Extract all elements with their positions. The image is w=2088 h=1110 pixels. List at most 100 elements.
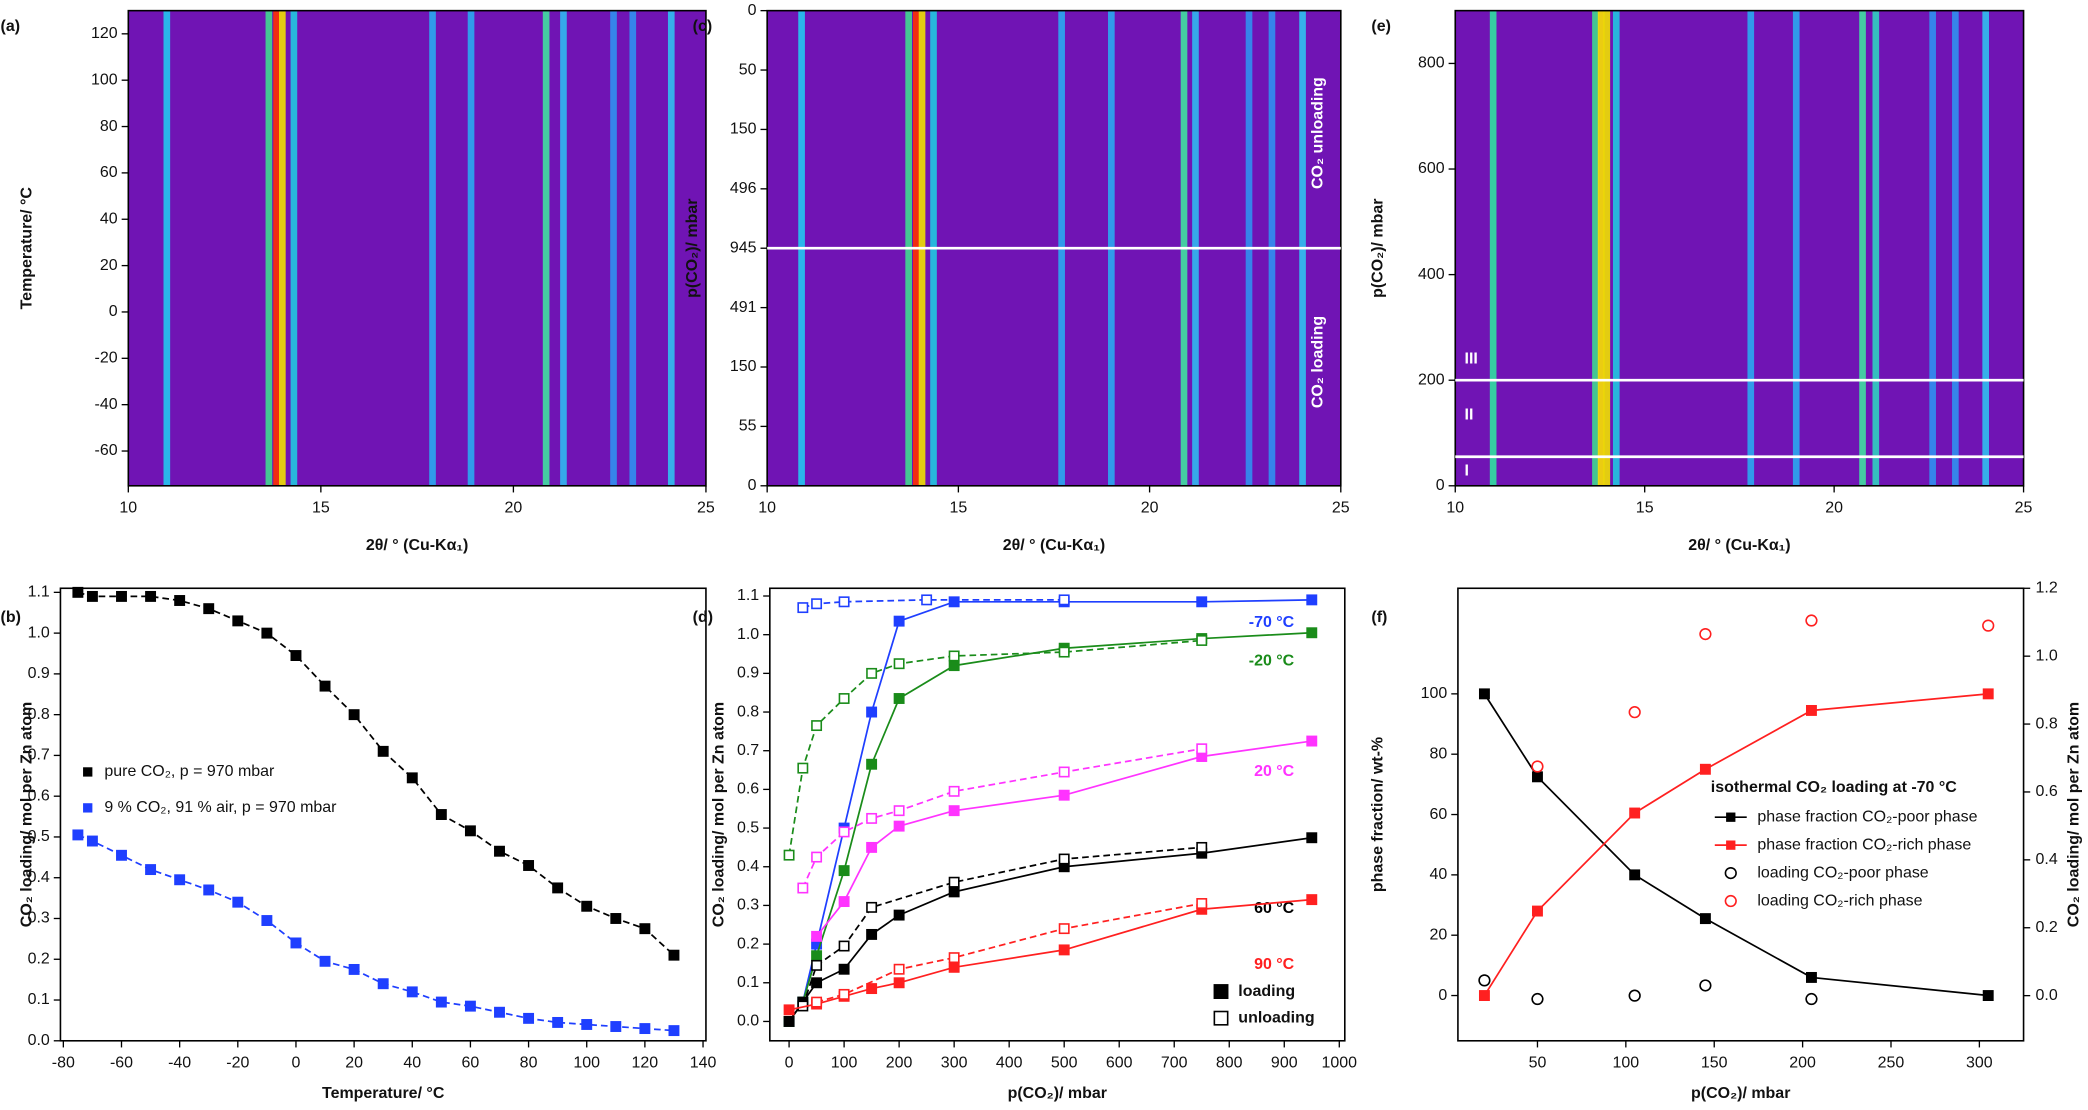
reflection <box>1792 10 1800 486</box>
y-tick-label: 0.9 <box>737 665 759 682</box>
marker <box>86 590 98 602</box>
y-tick-label: 50 <box>739 61 757 78</box>
marker <box>948 660 960 672</box>
y-tick-label: 0 <box>109 303 118 320</box>
y-tick-label: 0.4 <box>737 858 759 875</box>
marker <box>893 615 905 627</box>
marker <box>72 829 84 841</box>
y-tick-label: 20 <box>100 257 118 274</box>
marker <box>811 950 823 962</box>
y-tick-label: 80 <box>100 118 118 135</box>
x-axis-label: p(CO₂)/ mbar <box>1008 1085 1107 1102</box>
marker <box>1058 766 1070 778</box>
y-tick-label: 0.9 <box>28 665 50 682</box>
marker <box>523 860 535 871</box>
marker <box>377 978 389 990</box>
y-tick-label: 1.1 <box>28 584 50 601</box>
marker <box>811 598 823 610</box>
marker <box>783 849 795 861</box>
marker <box>797 882 809 894</box>
legend-label: loading CO₂-poor phase <box>1757 864 1928 881</box>
y2-axis-label: CO₂ loading/ mol per Zn atom <box>2065 702 2082 927</box>
legend-label: 9 % CO₂, 91 % air, p = 970 mbar <box>104 799 337 816</box>
reflection <box>273 10 280 486</box>
y-axis-label: phase fraction/ wt-% <box>1369 737 1386 892</box>
x-tick-label: 150 <box>1701 1055 1728 1072</box>
y2-tick-label: 0.2 <box>2036 919 2058 936</box>
y-tick-label: 0.0 <box>737 1013 759 1030</box>
marker <box>232 896 244 908</box>
marker <box>1982 688 1994 700</box>
panel-label: (c) <box>693 18 713 35</box>
marker <box>866 706 878 718</box>
y-tick-label: 0 <box>748 477 757 494</box>
reflection <box>1489 10 1497 486</box>
marker <box>581 1019 593 1030</box>
marker <box>1306 735 1318 747</box>
y-tick-label: 100 <box>91 71 118 88</box>
marker <box>838 896 850 908</box>
marker <box>948 886 960 898</box>
marker <box>893 658 905 670</box>
y-tick-label: 800 <box>1418 55 1445 72</box>
y-tick-label: 0.3 <box>28 910 50 927</box>
y-tick-label: 150 <box>730 121 757 138</box>
panel-label: (f) <box>1371 609 1387 626</box>
marker <box>838 865 850 877</box>
unloading-line <box>802 747 1202 889</box>
y-tick-label: 0.3 <box>737 897 759 914</box>
y-tick-label: 0.8 <box>737 703 759 720</box>
y-tick-label: 100 <box>1421 685 1448 702</box>
marker <box>86 835 98 847</box>
marker <box>1196 596 1208 608</box>
marker <box>348 963 360 975</box>
x-axis-label: p(CO₂)/ mbar <box>1691 1085 1790 1102</box>
marker <box>1532 771 1543 783</box>
marker <box>783 1004 795 1016</box>
marker <box>838 596 850 608</box>
y-tick-label: 1.0 <box>28 624 50 641</box>
x-tick-label: 800 <box>1216 1055 1243 1072</box>
reflection <box>265 10 273 486</box>
x-tick-label: -20 <box>226 1055 249 1072</box>
heatmap-background <box>128 10 706 486</box>
marker <box>1982 990 1994 1001</box>
marker <box>174 595 186 606</box>
marker <box>348 709 360 721</box>
y-tick-label: 120 <box>91 25 118 42</box>
reflection <box>1929 10 1936 486</box>
marker <box>811 996 823 1008</box>
x-tick-label: 100 <box>1613 1055 1640 1072</box>
y2-tick-label: 0.8 <box>2036 715 2058 732</box>
loading-line <box>788 836 1312 1022</box>
reflection <box>1612 10 1620 486</box>
y-tick-label: 20 <box>1430 926 1448 943</box>
marker <box>893 693 905 704</box>
reflection <box>1982 10 1990 486</box>
marker <box>639 1023 651 1035</box>
marker <box>523 1012 535 1024</box>
marker <box>797 602 809 614</box>
marker <box>145 590 157 602</box>
series-label: -70 °C <box>1249 614 1295 631</box>
x-tick-label: 50 <box>1529 1055 1547 1072</box>
series-label: -20 °C <box>1249 653 1295 670</box>
marker <box>203 884 215 896</box>
marker <box>290 937 302 949</box>
marker <box>838 826 850 838</box>
marker <box>948 952 960 964</box>
x-tick-label: 400 <box>996 1055 1023 1072</box>
y-tick-label: 40 <box>1430 866 1448 883</box>
x-tick-label: 300 <box>1966 1055 1993 1072</box>
marker <box>377 745 389 757</box>
marker <box>1196 743 1208 755</box>
x-tick-label: 15 <box>312 500 330 517</box>
loading-line <box>788 599 1312 1022</box>
legend-label: loading CO₂-rich phase <box>1757 892 1922 909</box>
marker <box>1531 760 1544 773</box>
legend-label: phase fraction CO₂-rich phase <box>1757 836 1971 853</box>
marker <box>261 627 273 639</box>
y-axis-label: p(CO₂)/ mbar <box>1369 199 1386 298</box>
marker <box>1805 971 1817 983</box>
